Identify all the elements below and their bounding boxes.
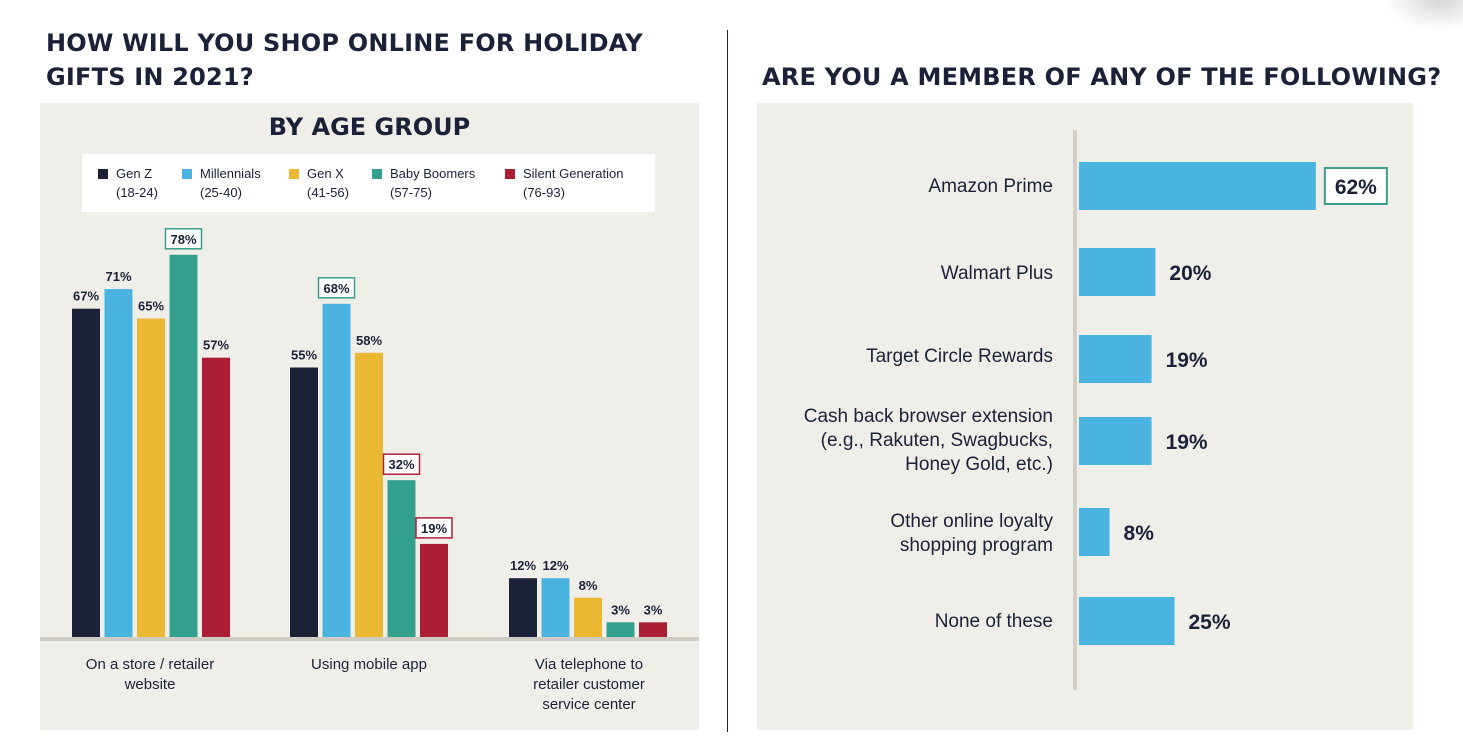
bar-silent-generation-on-a-store-retailer	[202, 357, 230, 637]
member-value-target-circle-rewards: 19%	[1166, 349, 1208, 372]
bar-gen-z-using-mobile-app	[290, 367, 318, 637]
member-bar-cash-back-browser-extension	[1079, 417, 1152, 465]
bar-millennials-via-telephone-to	[541, 578, 570, 637]
membership-axis-line	[1073, 130, 1077, 690]
member-bar-target-circle-rewards	[1079, 335, 1152, 383]
member-label-other-loyalty-line-1: Other online loyalty	[890, 511, 1053, 532]
member-label-cash-back: Cash back browser extension (e.g., Rakut…	[762, 405, 1053, 477]
member-value-cash-back-browser-extension: 19%	[1166, 431, 1208, 454]
category-label-store-website-line-2: website	[124, 676, 176, 693]
member-bar-none-of-these	[1079, 597, 1175, 645]
legend-swatch-silent-generation	[505, 169, 515, 179]
value-label-gen-x-via-telephone-to: 8%	[579, 578, 598, 593]
legend-swatch-gen-x	[289, 169, 299, 179]
bar-gen-z-via-telephone-to	[509, 578, 537, 637]
age-group-legend: Gen Z (18-24) Millennials (25-40) Gen X (41…	[82, 154, 655, 212]
value-label-baby-boomers-via-telephone-to: 3%	[611, 602, 630, 617]
left-chart-title-line-1: HOW WILL YOU SHOP ONLINE FOR HOLIDAY	[46, 29, 643, 57]
left-chart-title-line-2: GIFTS IN 2021?	[46, 63, 254, 91]
member-label-amazon-prime-line-1: Amazon Prime	[928, 176, 1053, 197]
bar-silent-generation-via-telephone-to	[639, 622, 667, 637]
member-value-walmart-plus: 20%	[1169, 262, 1211, 285]
category-label-mobile-app-line-1: Using mobile app	[311, 656, 427, 673]
legend-range-gen-z: (18-24)	[116, 185, 158, 200]
bar-millennials-using-mobile-app	[322, 303, 351, 637]
value-label-silent-generation-using-mobile-app: 19%	[421, 521, 447, 536]
bar-gen-x-using-mobile-app	[355, 352, 383, 637]
category-label-telephone-line-1: Via telephone to	[534, 656, 644, 673]
legend-label-gen-z: Gen Z	[116, 166, 153, 181]
value-label-millennials-on-a-store-retailer: 71%	[105, 269, 131, 284]
member-label-target-circle: Target Circle Rewards	[762, 345, 1053, 369]
legend-range-baby-boomers: (57-75)	[390, 185, 432, 200]
legend-range-gen-x: (41-56)	[307, 185, 349, 200]
member-bar-amazon-prime	[1079, 162, 1316, 210]
value-label-gen-z-via-telephone-to: 12%	[510, 558, 536, 573]
category-label-telephone: Via telephone to retailer customer servi…	[494, 655, 684, 715]
highlight-box-millennials-using-mobile-app	[317, 277, 356, 299]
legend-range-millennials: (25-40)	[200, 185, 242, 200]
value-label-gen-z-on-a-store-retailer: 67%	[73, 289, 99, 304]
member-label-cash-back-line-1: Cash back browser extension	[803, 406, 1053, 427]
member-value-amazon-prime: 62%	[1335, 176, 1377, 199]
member-value-other-online-loyalty: 8%	[1124, 522, 1155, 545]
value-label-silent-generation-via-telephone-to: 3%	[644, 602, 663, 617]
legend-label-baby-boomers: Baby Boomers	[390, 166, 476, 181]
member-label-target-circle-line-1: Target Circle Rewards	[866, 346, 1053, 367]
right-chart-title: ARE YOU A MEMBER OF ANY OF THE FOLLOWING…	[762, 63, 1442, 91]
legend-range-silent-generation: (76-93)	[523, 185, 565, 200]
member-label-walmart-plus: Walmart Plus	[762, 262, 1053, 286]
value-label-silent-generation-on-a-store-retailer: 57%	[203, 338, 229, 353]
age-group-chart-subtitle: BY AGE GROUP	[268, 113, 471, 141]
highlight-box-baby-boomers-on-a-store-retailer	[164, 228, 203, 250]
bar-gen-x-via-telephone-to	[574, 597, 602, 637]
category-label-telephone-line-3: service center	[542, 696, 636, 713]
bar-baby-boomers-using-mobile-app	[387, 480, 416, 637]
value-label-gen-x-using-mobile-app: 58%	[356, 333, 382, 348]
category-label-store-website-line-1: On a store / retailer	[85, 656, 215, 673]
bar-silent-generation-using-mobile-app	[420, 543, 448, 637]
member-label-amazon-prime: Amazon Prime	[762, 175, 1053, 199]
bar-millennials-on-a-store-retailer	[104, 289, 133, 637]
member-label-none: None of these	[762, 610, 1053, 634]
panel-divider	[727, 30, 728, 732]
x-axis-baseline	[40, 637, 699, 641]
value-label-millennials-using-mobile-app: 68%	[323, 281, 349, 296]
member-label-cash-back-line-2: (e.g., Rakuten, Swagbucks,	[820, 430, 1053, 451]
member-label-cash-back-line-3: Honey Gold, etc.)	[905, 454, 1053, 475]
bar-baby-boomers-via-telephone-to	[606, 622, 635, 637]
value-label-baby-boomers-on-a-store-retailer: 78%	[170, 232, 196, 247]
member-highlight-box-amazon-prime	[1323, 167, 1388, 205]
value-label-millennials-via-telephone-to: 12%	[542, 558, 568, 573]
highlight-box-baby-boomers-using-mobile-app	[382, 453, 421, 475]
value-label-gen-x-on-a-store-retailer: 65%	[138, 299, 164, 314]
member-value-none-of-these: 25%	[1189, 611, 1231, 634]
legend-label-millennials: Millennials	[200, 166, 261, 181]
legend-swatch-millennials	[182, 169, 192, 179]
bar-baby-boomers-on-a-store-retailer	[169, 254, 198, 638]
legend-label-silent-generation: Silent Generation	[523, 166, 624, 181]
legend-swatch-baby-boomers	[372, 169, 382, 179]
member-label-other-loyalty: Other online loyalty shopping program	[762, 510, 1053, 558]
legend-swatch-gen-z	[98, 169, 108, 179]
member-bar-other-online-loyalty	[1079, 508, 1110, 556]
left-chart-title: HOW WILL YOU SHOP ONLINE FOR HOLIDAY GIF…	[46, 26, 686, 94]
highlight-box-silent-generation-using-mobile-app	[415, 517, 453, 539]
bar-gen-z-on-a-store-retailer	[72, 308, 100, 637]
member-label-none-line-1: None of these	[934, 611, 1053, 632]
value-label-baby-boomers-using-mobile-app: 32%	[388, 457, 414, 472]
category-label-telephone-line-2: retailer customer	[533, 676, 645, 693]
member-bar-walmart-plus	[1079, 248, 1156, 296]
category-label-store-website: On a store / retailer website	[55, 655, 245, 695]
value-label-gen-z-using-mobile-app: 55%	[291, 348, 317, 363]
bar-gen-x-on-a-store-retailer	[137, 318, 165, 637]
legend-label-gen-x: Gen X	[307, 166, 344, 181]
category-label-mobile-app: Using mobile app	[274, 655, 464, 675]
member-label-walmart-plus-line-1: Walmart Plus	[940, 263, 1053, 284]
member-label-other-loyalty-line-2: shopping program	[899, 535, 1053, 556]
